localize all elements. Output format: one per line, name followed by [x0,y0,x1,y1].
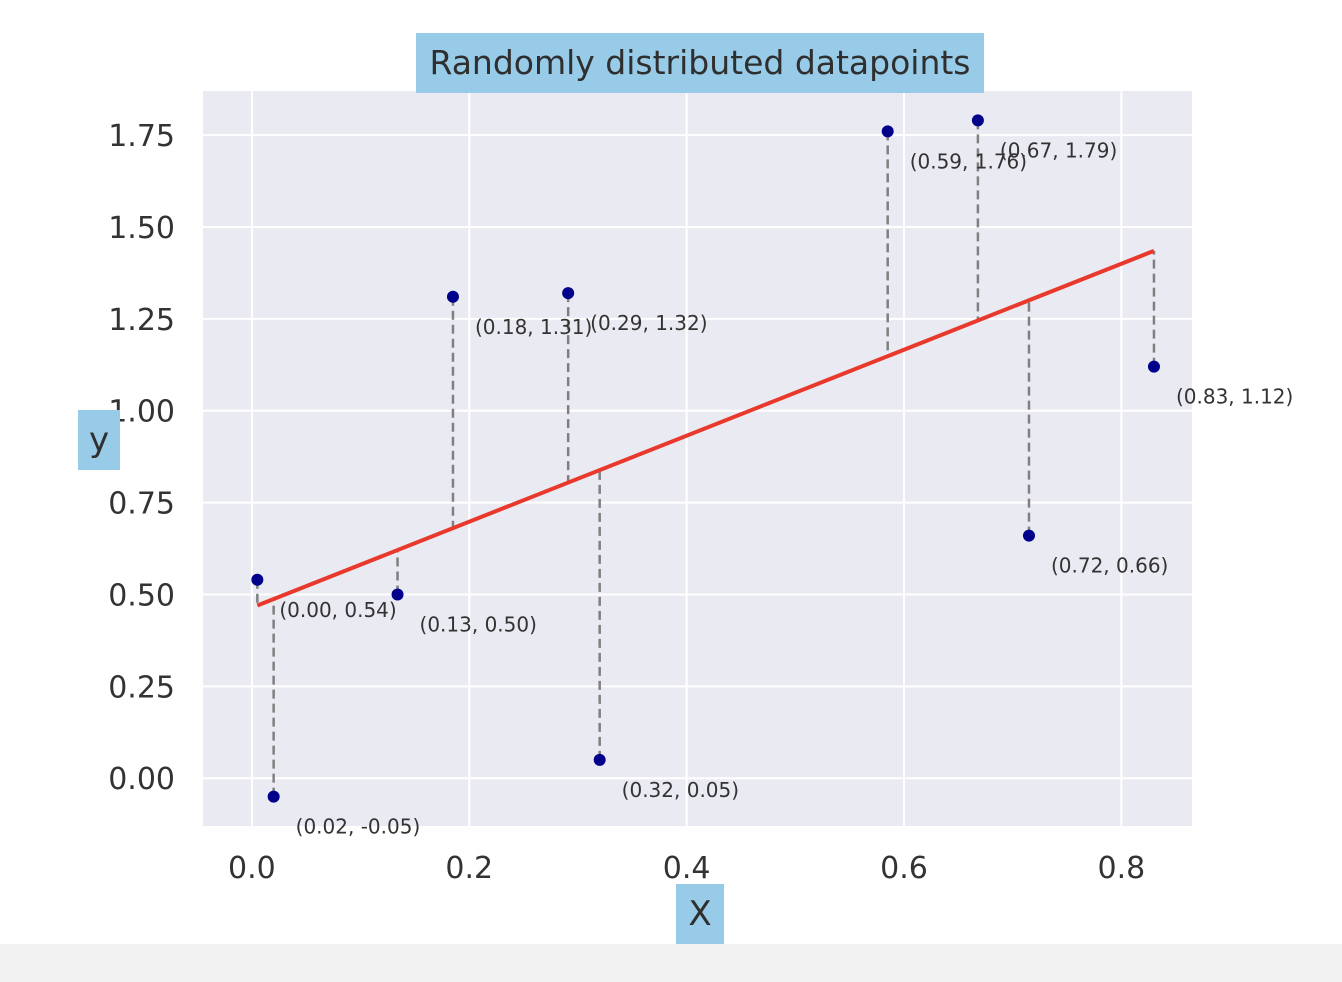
y-tick-label: 0.00 [108,762,175,797]
data-point [1022,529,1035,542]
data-point [881,125,894,138]
fit-line [256,249,1155,608]
data-point [446,290,459,303]
page-footer-strip [0,944,1342,982]
x-tick-label: 0.0 [228,851,276,886]
data-point [593,753,606,766]
point-label: (0.00, 0.54) [279,598,396,622]
y-tick-label: 1.75 [108,119,175,154]
point-label: (0.72, 0.66) [1051,554,1168,578]
data-points [251,114,1160,803]
x-axis-label: X [676,884,724,944]
point-label: (0.59, 1.76) [910,149,1027,173]
y-tick-label: 1.50 [108,211,175,246]
point-label: (0.83, 1.12) [1176,385,1293,409]
data-point [391,588,404,601]
data-point [562,287,575,300]
x-tick-label: 0.6 [880,851,928,886]
x-tick-labels: 0.0 0.2 0.4 0.6 0.8 [228,851,1145,886]
point-label: (0.32, 0.05) [622,778,739,802]
point-label: (0.29, 1.32) [590,311,707,335]
point-labels: (0.00, 0.54) (0.02, -0.05) (0.13, 0.50) (0.… [279,138,1293,838]
point-label: (0.13, 0.50) [420,612,537,636]
y-tick-labels: 0.000.250.500.751.001.251.501.75 [108,119,175,797]
grid-lines [203,91,1192,826]
y-tick-label: 1.25 [108,303,175,338]
data-point [1147,360,1160,373]
point-label: (0.18, 1.31) [475,315,592,339]
data-point [267,790,280,803]
point-label: (0.02, -0.05) [296,815,421,839]
x-tick-label: 0.2 [445,851,493,886]
x-tick-label: 0.8 [1097,851,1145,886]
point-label: (0.67, 1.79) [1000,138,1117,162]
y-tick-label: 0.75 [108,487,175,522]
data-point [971,114,984,127]
y-tick-label: 0.25 [108,670,175,705]
y-axis-label: y [78,410,120,470]
x-tick-label: 0.4 [663,851,711,886]
data-point [251,573,264,586]
y-tick-label: 0.50 [108,578,175,613]
residual-lines [256,120,1156,797]
scatter-chart: (0.00, 0.54) (0.02, -0.05) (0.13, 0.50) (0.… [108,91,1293,886]
chart-title: Randomly distributed datapoints [416,33,984,93]
plot-area [203,91,1192,826]
fit-line-group [256,249,1155,608]
